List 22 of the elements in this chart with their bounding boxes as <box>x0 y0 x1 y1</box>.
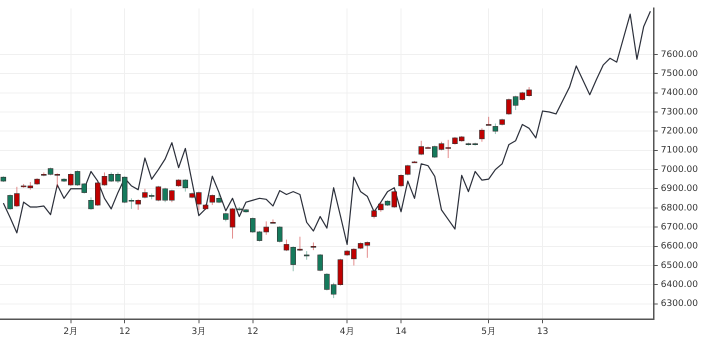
x-tick-label: 12 <box>247 326 258 337</box>
y-tick-label: 6500.00 <box>660 260 698 271</box>
y-tick-label: 6800.00 <box>660 203 698 214</box>
y-tick-label: 7100.00 <box>660 146 698 156</box>
x-tick-label: 4月 <box>340 326 354 337</box>
x-tick-label: 14 <box>395 326 408 337</box>
y-tick-label: 6900.00 <box>660 184 698 194</box>
y-tick-label: 7600.00 <box>660 50 698 60</box>
x-tick-label: 13 <box>536 326 548 337</box>
x-tick-label: 3月 <box>191 326 206 337</box>
y-tick-label: 7400.00 <box>660 88 698 98</box>
y-tick-label: 6300.00 <box>660 299 698 310</box>
y-tick-label: 7000.00 <box>660 164 698 175</box>
x-tick-label: 5月 <box>481 326 496 337</box>
y-tick-label: 6400.00 <box>660 280 698 290</box>
y-tick-label: 7200.00 <box>660 126 698 137</box>
y-tick-label: 6600.00 <box>660 242 698 252</box>
y-tick-label: 6700.00 <box>660 222 698 232</box>
x-tick-label: 12 <box>118 326 130 337</box>
y-tick-label: 7500.00 <box>660 68 698 79</box>
x-tick-label: 2月 <box>63 326 78 337</box>
y-tick-label: 7300.00 <box>660 107 698 118</box>
